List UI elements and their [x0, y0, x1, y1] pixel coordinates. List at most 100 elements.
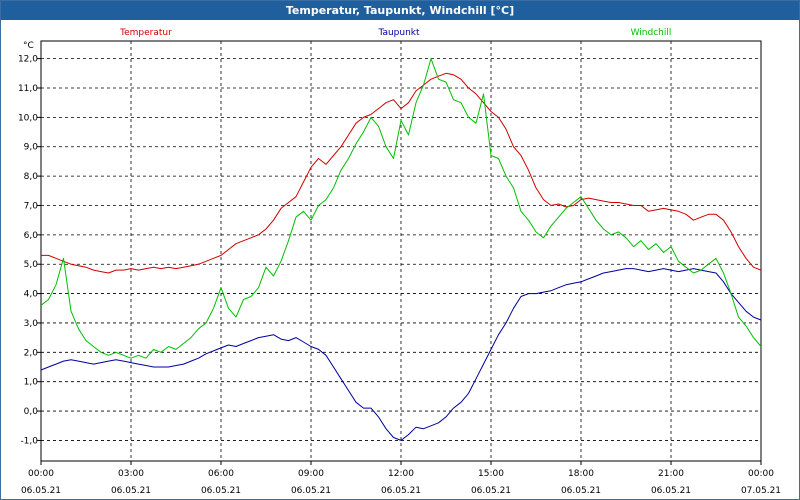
data-point-temperatur [685, 213, 687, 215]
data-point-temperatur [632, 204, 634, 206]
data-point-taupunkt [250, 339, 252, 341]
data-point-windchill [167, 345, 169, 347]
data-point-windchill [632, 245, 634, 247]
data-point-temperatur [700, 216, 702, 218]
data-point-taupunkt [385, 428, 387, 430]
data-point-temperatur [137, 269, 139, 271]
data-point-windchill [692, 272, 694, 274]
data-point-taupunkt [632, 267, 634, 269]
data-point-taupunkt [535, 292, 537, 294]
x-tick-date-label: 06.05.21 [201, 486, 241, 496]
data-point-windchill [625, 237, 627, 239]
data-point-temperatur [415, 90, 417, 92]
data-point-taupunkt [430, 425, 432, 427]
data-point-taupunkt [145, 364, 147, 366]
data-point-windchill [197, 328, 199, 330]
data-point-taupunkt [752, 316, 754, 318]
data-point-windchill [115, 351, 117, 353]
data-point-temperatur [490, 110, 492, 112]
data-point-windchill [707, 263, 709, 265]
data-point-windchill [175, 348, 177, 350]
data-point-windchill [422, 84, 424, 86]
data-point-taupunkt [662, 267, 664, 269]
data-point-windchill [400, 119, 402, 121]
data-point-windchill [752, 336, 754, 338]
y-tick-label: 12,0 [18, 55, 38, 65]
data-point-taupunkt [257, 336, 259, 338]
data-point-taupunkt [77, 360, 79, 362]
data-point-temperatur [355, 122, 357, 124]
data-point-taupunkt [310, 345, 312, 347]
y-tick-label: 0,0 [24, 407, 39, 417]
data-point-windchill [460, 102, 462, 104]
x-tick-date-label: 06.05.21 [111, 486, 151, 496]
data-point-temperatur [40, 254, 42, 256]
data-point-taupunkt [737, 301, 739, 303]
data-point-temperatur [265, 228, 267, 230]
data-point-windchill [722, 272, 724, 274]
data-point-temperatur [647, 210, 649, 212]
data-point-windchill [302, 210, 304, 212]
x-tick-date-label: 06.05.21 [561, 486, 601, 496]
data-point-temperatur [520, 154, 522, 156]
data-point-temperatur [400, 107, 402, 109]
data-point-taupunkt [587, 278, 589, 280]
data-point-temperatur [377, 107, 379, 109]
data-point-taupunkt [47, 366, 49, 368]
data-point-windchill [182, 342, 184, 344]
legend-item-taupunkt: Taupunkt [377, 28, 420, 38]
data-point-windchill [100, 351, 102, 353]
data-point-taupunkt [482, 363, 484, 365]
data-point-temperatur [47, 254, 49, 256]
y-tick-label: 10,0 [18, 113, 38, 123]
data-point-temperatur [92, 269, 94, 271]
y-tick-label: 11,0 [18, 84, 38, 94]
y-tick-label: 1,0 [24, 378, 39, 388]
data-point-taupunkt [347, 389, 349, 391]
data-point-windchill [497, 157, 499, 159]
data-point-taupunkt [325, 354, 327, 356]
data-point-temperatur [190, 265, 192, 267]
data-point-temperatur [587, 197, 589, 199]
data-point-taupunkt [452, 407, 454, 409]
data-point-windchill [70, 310, 72, 312]
data-point-windchill [587, 207, 589, 209]
x-tick-time-label: 00:00 [748, 469, 774, 479]
x-tick-time-label: 00:00 [28, 469, 54, 479]
data-point-windchill [730, 292, 732, 294]
data-point-temperatur [197, 263, 199, 265]
x-tick-time-label: 15:00 [478, 469, 504, 479]
data-point-temperatur [760, 269, 762, 271]
x-tick-date-label: 06.05.21 [381, 486, 421, 496]
data-point-windchill [745, 325, 747, 327]
data-point-temperatur [625, 203, 627, 205]
data-point-temperatur [467, 87, 469, 89]
data-point-taupunkt [745, 310, 747, 312]
data-point-temperatur [340, 146, 342, 148]
data-point-temperatur [295, 196, 297, 198]
data-point-taupunkt [400, 439, 402, 441]
data-point-windchill [242, 298, 244, 300]
data-point-taupunkt [137, 363, 139, 365]
data-point-temperatur [655, 209, 657, 211]
data-point-windchill [760, 345, 762, 347]
data-point-temperatur [332, 154, 334, 156]
data-point-taupunkt [670, 269, 672, 271]
data-point-temperatur [257, 234, 259, 236]
data-point-taupunkt [467, 392, 469, 394]
y-tick-label: -1,0 [20, 436, 38, 446]
data-point-temperatur [445, 72, 447, 74]
data-point-taupunkt [542, 291, 544, 293]
data-point-windchill [430, 57, 432, 59]
data-point-taupunkt [130, 361, 132, 363]
data-point-temperatur [460, 78, 462, 80]
legend-item-windchill: Windchill [631, 28, 672, 38]
data-point-windchill [287, 240, 289, 242]
data-point-taupunkt [722, 281, 724, 283]
data-point-windchill [272, 275, 274, 277]
data-point-temperatur [407, 102, 409, 104]
data-point-taupunkt [580, 281, 582, 283]
data-point-temperatur [182, 266, 184, 268]
data-point-windchill [490, 154, 492, 156]
